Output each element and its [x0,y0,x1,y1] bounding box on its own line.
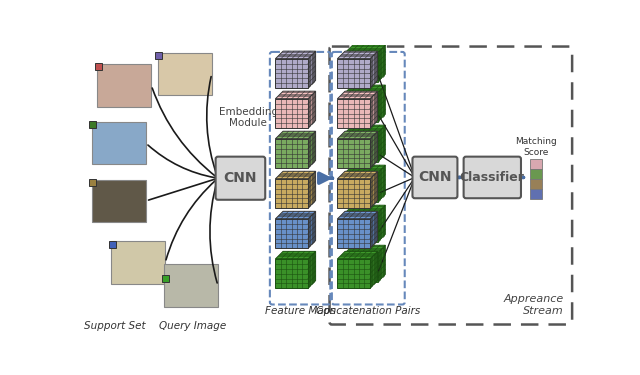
Polygon shape [378,205,385,242]
Polygon shape [337,131,378,139]
FancyBboxPatch shape [412,157,458,198]
Polygon shape [337,211,378,219]
Bar [90,121,96,128]
Polygon shape [275,219,308,248]
Polygon shape [378,45,385,82]
Polygon shape [308,131,316,168]
Bar [529,179,542,189]
Bar [92,122,146,164]
Text: Support Set: Support Set [84,321,146,331]
Text: Feature Maps: Feature Maps [265,306,335,316]
Polygon shape [308,211,316,248]
Polygon shape [275,179,308,208]
Polygon shape [337,91,378,99]
Bar [529,189,542,199]
Polygon shape [275,99,308,128]
Polygon shape [345,93,378,122]
Polygon shape [337,219,370,248]
Bar [109,241,116,248]
Polygon shape [308,251,316,288]
Text: CNN: CNN [418,171,452,184]
Bar [92,180,146,222]
Polygon shape [345,53,378,82]
Polygon shape [345,133,378,162]
Polygon shape [345,205,385,213]
Polygon shape [337,51,378,59]
Bar [529,159,542,169]
Bar [95,63,102,70]
Polygon shape [378,85,385,122]
Bar [155,52,162,59]
Text: CNN: CNN [223,171,257,185]
Text: Matching
Score: Matching Score [515,137,557,157]
Polygon shape [275,91,316,99]
Polygon shape [370,251,378,288]
Polygon shape [337,171,378,179]
Polygon shape [378,125,385,162]
Bar [97,64,151,106]
FancyBboxPatch shape [463,157,521,198]
Polygon shape [275,171,316,179]
Polygon shape [337,139,370,168]
Polygon shape [345,253,378,282]
Polygon shape [345,173,378,202]
Polygon shape [370,131,378,168]
Text: Embedding
Module: Embedding Module [219,106,278,128]
Bar [111,242,165,284]
Polygon shape [275,51,316,59]
Polygon shape [308,91,316,128]
Polygon shape [337,259,370,288]
Polygon shape [337,59,370,88]
Bar [529,169,542,178]
Polygon shape [345,125,385,133]
Polygon shape [308,171,316,208]
Polygon shape [378,165,385,202]
Polygon shape [370,91,378,128]
Polygon shape [275,59,308,88]
Bar [164,264,218,307]
Polygon shape [345,245,385,253]
Bar [157,53,212,95]
Polygon shape [275,211,316,219]
Polygon shape [378,245,385,282]
Polygon shape [345,165,385,173]
Polygon shape [370,171,378,208]
Polygon shape [370,51,378,88]
Polygon shape [275,259,308,288]
Polygon shape [337,179,370,208]
Polygon shape [275,139,308,168]
FancyBboxPatch shape [216,157,265,200]
Polygon shape [345,213,378,242]
Text: Appreance
Stream: Appreance Stream [503,294,564,316]
Polygon shape [337,251,378,259]
Polygon shape [275,131,316,139]
Text: Concatenation Pairs: Concatenation Pairs [316,306,420,316]
Polygon shape [345,45,385,53]
Polygon shape [370,211,378,248]
Bar [90,179,96,186]
Polygon shape [345,85,385,93]
Text: Query Image: Query Image [159,321,226,331]
Polygon shape [337,99,370,128]
Polygon shape [275,251,316,259]
Text: Classifier: Classifier [460,171,525,184]
Bar [162,275,169,282]
Polygon shape [308,51,316,88]
